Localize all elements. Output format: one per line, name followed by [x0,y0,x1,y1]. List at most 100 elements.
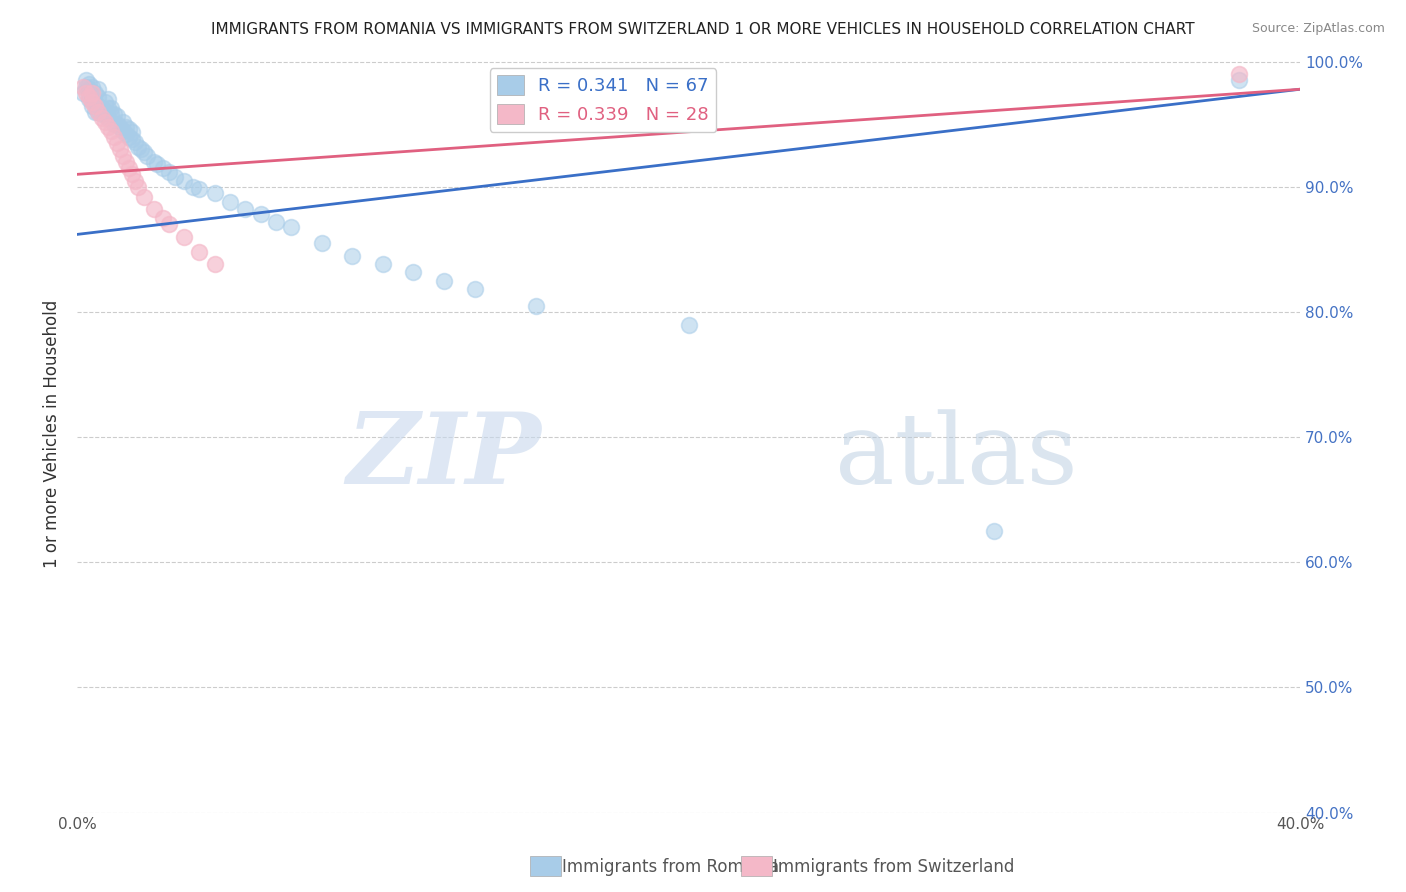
Point [97,92,120,106]
Point [1227,67,1250,81]
Point [433,274,456,288]
Point [264,215,287,229]
Point [100,123,122,137]
Point [79,89,101,103]
Point [142,154,165,169]
Point [152,211,174,226]
Point [342,249,364,263]
Point [79,92,101,106]
Point [157,165,180,179]
Point [173,230,195,244]
Point [188,182,211,196]
Point [124,135,146,149]
Legend: R = 0.341   N = 67, R = 0.339   N = 28: R = 0.341 N = 67, R = 0.339 N = 28 [489,69,716,131]
Point [134,145,156,159]
Point [142,202,165,217]
Point [115,128,138,142]
Point [75,79,97,94]
Point [87,89,110,103]
Point [75,86,97,100]
Point [173,173,195,187]
Point [105,109,128,123]
Point [134,190,156,204]
Point [136,148,159,162]
Point [100,101,122,115]
Point [121,125,143,139]
Point [82,98,104,112]
Point [111,148,134,162]
Point [249,207,271,221]
Point [90,111,112,125]
Point [121,167,143,181]
Point [524,299,547,313]
Point [280,219,302,234]
Point [127,179,149,194]
Point [121,132,143,146]
Point [90,101,112,115]
Point [1227,73,1250,87]
Point [118,129,141,144]
Point [145,157,167,171]
Point [72,86,94,100]
Point [87,98,110,112]
Text: ZIP: ZIP [347,409,541,505]
Point [87,82,110,96]
Text: Immigrants from Switzerland: Immigrants from Switzerland [752,858,1015,876]
Point [129,142,152,156]
Point [100,107,122,121]
Point [103,129,125,144]
Point [82,89,104,103]
Point [115,120,138,134]
Point [93,115,115,129]
Point [93,95,115,109]
Point [82,95,104,109]
Point [371,257,394,271]
Text: IMMIGRANTS FROM ROMANIA VS IMMIGRANTS FROM SWITZERLAND 1 OR MORE VEHICLES IN HOU: IMMIGRANTS FROM ROMANIA VS IMMIGRANTS FR… [211,22,1195,37]
Point [118,161,141,175]
Point [111,123,134,137]
Point [678,318,700,332]
Point [105,136,128,150]
Point [105,117,128,131]
Point [127,140,149,154]
Point [124,173,146,187]
Point [79,77,101,91]
Point [115,154,138,169]
Point [84,95,107,109]
Point [163,169,186,184]
Point [152,161,174,175]
Point [84,104,107,119]
Y-axis label: 1 or more Vehicles in Household: 1 or more Vehicles in Household [44,300,60,568]
Point [97,101,120,115]
Point [402,265,425,279]
Point [108,142,131,156]
Point [464,283,486,297]
Point [181,179,204,194]
Text: Source: ZipAtlas.com: Source: ZipAtlas.com [1251,22,1385,36]
Text: atlas: atlas [835,409,1078,505]
Point [97,120,120,134]
Point [103,107,125,121]
Point [90,107,112,121]
Point [97,111,120,125]
Point [118,122,141,136]
Point [93,104,115,119]
Point [157,218,180,232]
Point [204,186,226,200]
Point [79,82,101,96]
Point [87,104,110,119]
Point [75,73,97,87]
Point [219,194,242,209]
Point [103,117,125,131]
Text: Immigrants from Romania: Immigrants from Romania [541,858,779,876]
Point [233,202,256,217]
Point [311,236,333,251]
Point [111,115,134,129]
Point [82,79,104,94]
Point [72,79,94,94]
Point [84,98,107,112]
Point [87,104,110,119]
Point [82,86,104,100]
Point [84,86,107,100]
Point [983,524,1005,538]
